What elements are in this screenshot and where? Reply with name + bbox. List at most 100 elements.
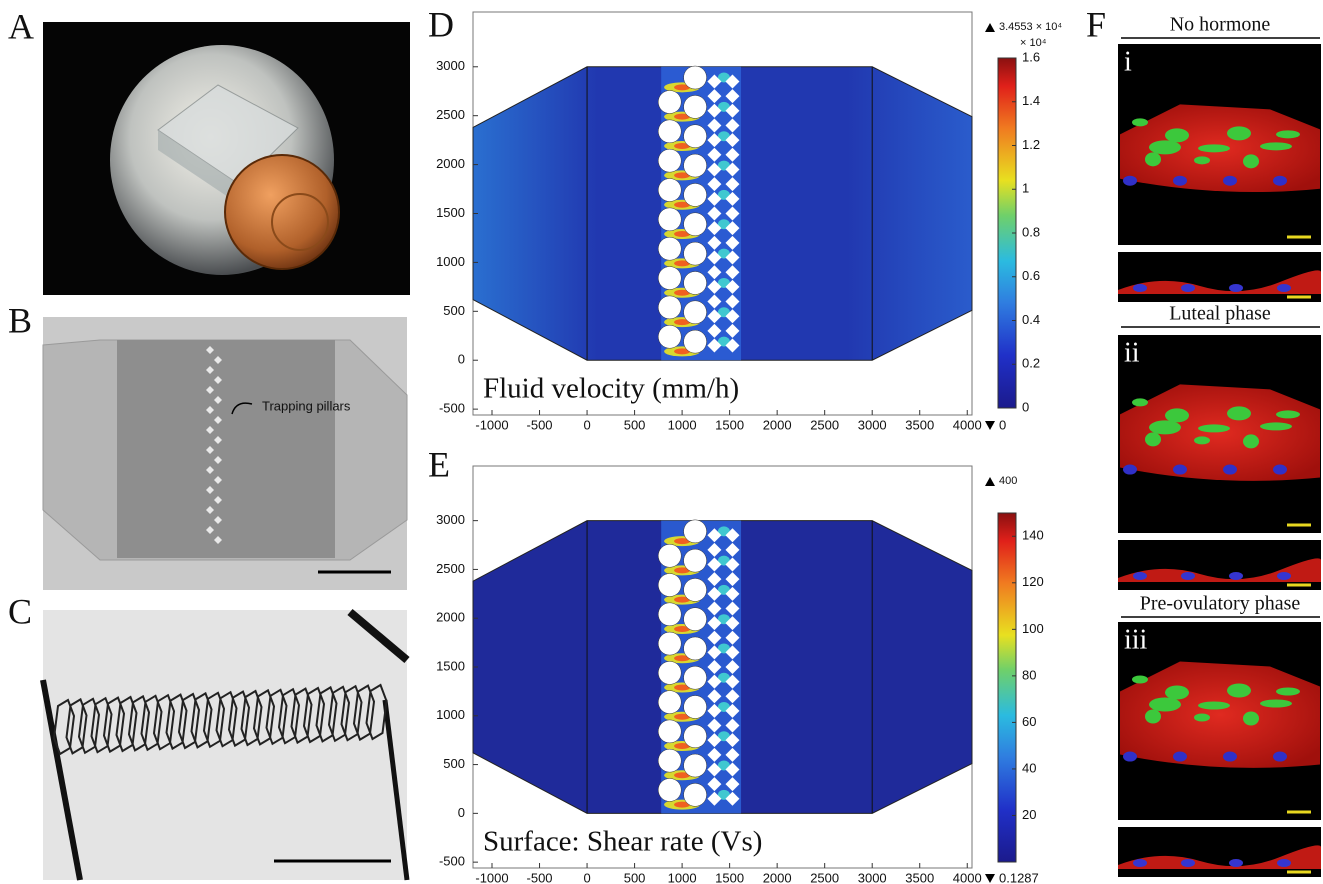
pillar <box>684 330 707 353</box>
y-tick-label: 500 <box>443 756 465 771</box>
pillar <box>658 661 681 684</box>
stain <box>1227 406 1251 420</box>
stain <box>1149 140 1181 154</box>
nucleus <box>1133 859 1147 867</box>
pillar <box>658 778 681 801</box>
panel-label: C <box>8 591 32 631</box>
stain <box>1260 700 1292 708</box>
nucleus <box>1229 859 1243 867</box>
y-tick-label: 2500 <box>436 107 465 122</box>
stain <box>1227 684 1251 698</box>
x-tick-label: 0 <box>583 417 590 432</box>
nucleus <box>1181 859 1195 867</box>
colorbar-label: 0.8 <box>1022 224 1040 239</box>
caption: Surface: Shear rate (Vs) <box>483 826 762 858</box>
pillar <box>684 242 707 265</box>
pillar <box>684 125 707 148</box>
pillar <box>658 120 681 143</box>
nucleus <box>1181 572 1195 580</box>
pillar <box>684 271 707 294</box>
photo-c <box>43 610 407 880</box>
stain <box>1165 408 1189 422</box>
x-tick-label: 3500 <box>905 417 934 432</box>
panel-label: D <box>428 4 454 44</box>
nucleus <box>1273 752 1287 762</box>
pillar <box>684 154 707 177</box>
pillar <box>684 213 707 236</box>
x-tick-label: 3500 <box>905 870 934 884</box>
nucleus <box>1123 176 1137 186</box>
stain <box>1243 434 1259 448</box>
pillar <box>658 603 681 626</box>
x-tick-label: 500 <box>624 870 646 884</box>
colorbar-label: 60 <box>1022 714 1036 729</box>
nucleus <box>1273 465 1287 475</box>
y-tick-label: 3000 <box>436 512 465 527</box>
pillar <box>658 749 681 772</box>
x-tick-label: 2500 <box>810 417 839 432</box>
pillar <box>658 208 681 231</box>
stain <box>1243 712 1259 726</box>
cross-section <box>1118 827 1321 877</box>
nucleus <box>1123 465 1137 475</box>
roman-label: i <box>1124 46 1132 77</box>
pillar <box>684 66 707 89</box>
y-tick-label: -500 <box>439 854 465 869</box>
y-tick-label: -500 <box>439 401 465 416</box>
nucleus <box>1173 752 1187 762</box>
x-tick-label: -1000 <box>475 870 508 884</box>
pillar <box>658 632 681 655</box>
stain <box>1227 126 1251 140</box>
colorbar-label: 1.4 <box>1022 93 1040 108</box>
x-tick-label: -500 <box>527 870 553 884</box>
y-tick-label: 0 <box>458 805 465 820</box>
pillar <box>684 549 707 572</box>
pillar <box>658 267 681 290</box>
pillar <box>658 237 681 260</box>
x-tick-label: 2000 <box>763 417 792 432</box>
colorbar-label: 140 <box>1022 528 1044 543</box>
x-tick-label: 4000 <box>953 870 982 884</box>
colorbar <box>998 513 1016 862</box>
stain <box>1198 424 1230 432</box>
y-tick-label: 1500 <box>436 658 465 673</box>
pillar <box>658 296 681 319</box>
max-label: 400 <box>999 475 1017 487</box>
stain <box>1194 714 1210 722</box>
nucleus <box>1223 465 1237 475</box>
stain <box>1243 154 1259 168</box>
stain <box>1132 118 1148 126</box>
pillar <box>684 608 707 631</box>
x-tick-label: 1000 <box>668 417 697 432</box>
max-marker <box>985 23 995 32</box>
pillar <box>684 301 707 324</box>
panel-label: E <box>428 444 450 484</box>
figure: A Trapping pillars B C D E F -1000-50005… <box>0 0 1323 884</box>
stain <box>1260 422 1292 430</box>
stain <box>1198 144 1230 152</box>
nucleus <box>1123 752 1137 762</box>
stain <box>1149 698 1181 712</box>
nucleus <box>1277 859 1291 867</box>
min-marker <box>985 874 995 883</box>
pillar <box>658 90 681 113</box>
x-tick-label: 3000 <box>858 417 887 432</box>
colorbar-label: 0.6 <box>1022 268 1040 283</box>
section-heading: Pre-ovulatory phase <box>1140 593 1301 615</box>
colorbar-label: 80 <box>1022 667 1036 682</box>
x-tick-label: 1000 <box>668 870 697 884</box>
stain <box>1194 436 1210 444</box>
section-heading: Luteal phase <box>1169 303 1271 325</box>
stain <box>1194 156 1210 164</box>
nucleus <box>1133 284 1147 292</box>
caption: Fluid velocity (mm/h) <box>483 373 739 405</box>
nucleus <box>1277 284 1291 292</box>
pillar <box>684 95 707 118</box>
y-tick-label: 0 <box>458 352 465 367</box>
pillar <box>658 325 681 348</box>
nucleus <box>1181 284 1195 292</box>
pillar <box>658 149 681 172</box>
min-label: 0 <box>999 417 1006 432</box>
pillar <box>684 754 707 777</box>
pillar <box>658 179 681 202</box>
